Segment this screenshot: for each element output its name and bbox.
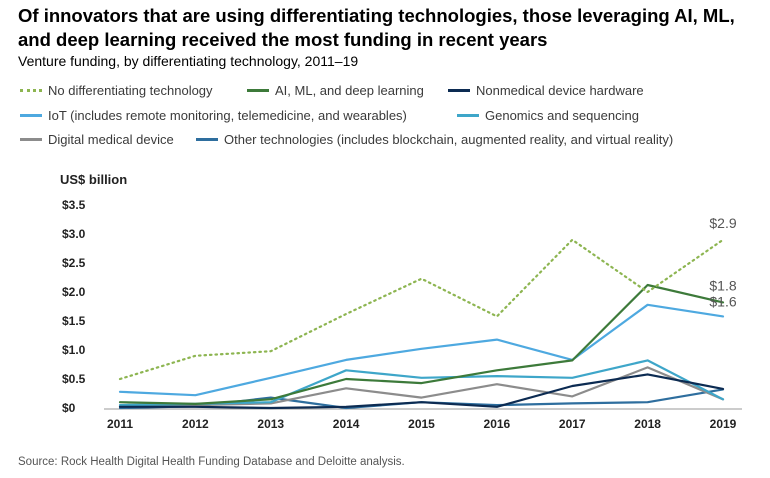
x-tick-label: 2018 — [634, 417, 661, 431]
legend-swatch — [448, 89, 470, 92]
x-tick-label: 2015 — [408, 417, 435, 431]
x-tick-label: 2011 — [107, 417, 133, 431]
chart-title: Of innovators that are using differentia… — [18, 5, 735, 50]
chart-subtitle: Venture funding, by differentiating tech… — [18, 53, 359, 69]
legend-label: IoT (includes remote monitoring, telemed… — [48, 108, 407, 123]
legend-swatch — [247, 89, 269, 92]
legend-item-other-technologies: Other technologies (includes blockchain,… — [196, 132, 673, 147]
legend-item-iot: IoT (includes remote monitoring, telemed… — [20, 108, 407, 123]
legend-label: Genomics and sequencing — [485, 108, 639, 123]
x-tick-label: 2017 — [559, 417, 586, 431]
y-tick-label: $1.0 — [62, 343, 86, 357]
legend-swatch — [457, 114, 479, 117]
legend-swatch — [20, 138, 42, 141]
legend-item-digital-medical-device: Digital medical device — [20, 132, 174, 147]
data-label: $1.6 — [709, 293, 736, 309]
source-note: Source: Rock Health Digital Health Fundi… — [18, 456, 405, 468]
x-tick-label: 2012 — [182, 417, 209, 431]
legend-item-genomics: Genomics and sequencing — [457, 108, 639, 123]
y-axis-unit-label: US$ billion — [60, 172, 128, 187]
series-line-1 — [118, 283, 725, 405]
y-tick-label: $0.5 — [62, 372, 86, 386]
y-tick-label: $2.5 — [62, 256, 86, 270]
series-line-3 — [118, 303, 725, 397]
legend-label: Other technologies (includes blockchain,… — [224, 132, 674, 147]
legend-label: Nonmedical device hardware — [476, 83, 644, 98]
series-line-2 — [118, 373, 725, 410]
legend-item-nonmedical-hardware: Nonmedical device hardware — [448, 83, 644, 98]
y-tick-label: $1.5 — [62, 314, 86, 328]
legend-swatch — [20, 114, 42, 117]
legend-swatch — [196, 138, 218, 141]
x-tick-label: 2014 — [333, 417, 360, 431]
series-line-0 — [118, 238, 725, 381]
series-line-5 — [118, 366, 725, 408]
legend-swatch-dotted — [20, 89, 42, 92]
y-tick-label: $0 — [62, 401, 76, 415]
legend-label: Digital medical device — [48, 132, 174, 147]
x-tick-label: 2019 — [710, 417, 737, 431]
data-label: $2.9 — [709, 215, 736, 231]
data-label: $1.8 — [709, 277, 736, 293]
x-tick-label: 2013 — [257, 417, 284, 431]
y-tick-label: $3.0 — [62, 227, 86, 241]
x-tick-label: 2016 — [484, 417, 511, 431]
legend-item-ai-ml: AI, ML, and deep learning — [247, 83, 424, 98]
legend-label: No differentiating technology — [48, 83, 213, 98]
legend-item-no-differentiating: No differentiating technology — [20, 83, 213, 98]
y-tick-label: $3.5 — [62, 198, 86, 212]
legend-label: AI, ML, and deep learning — [275, 83, 424, 98]
y-tick-label: $2.0 — [62, 285, 86, 299]
